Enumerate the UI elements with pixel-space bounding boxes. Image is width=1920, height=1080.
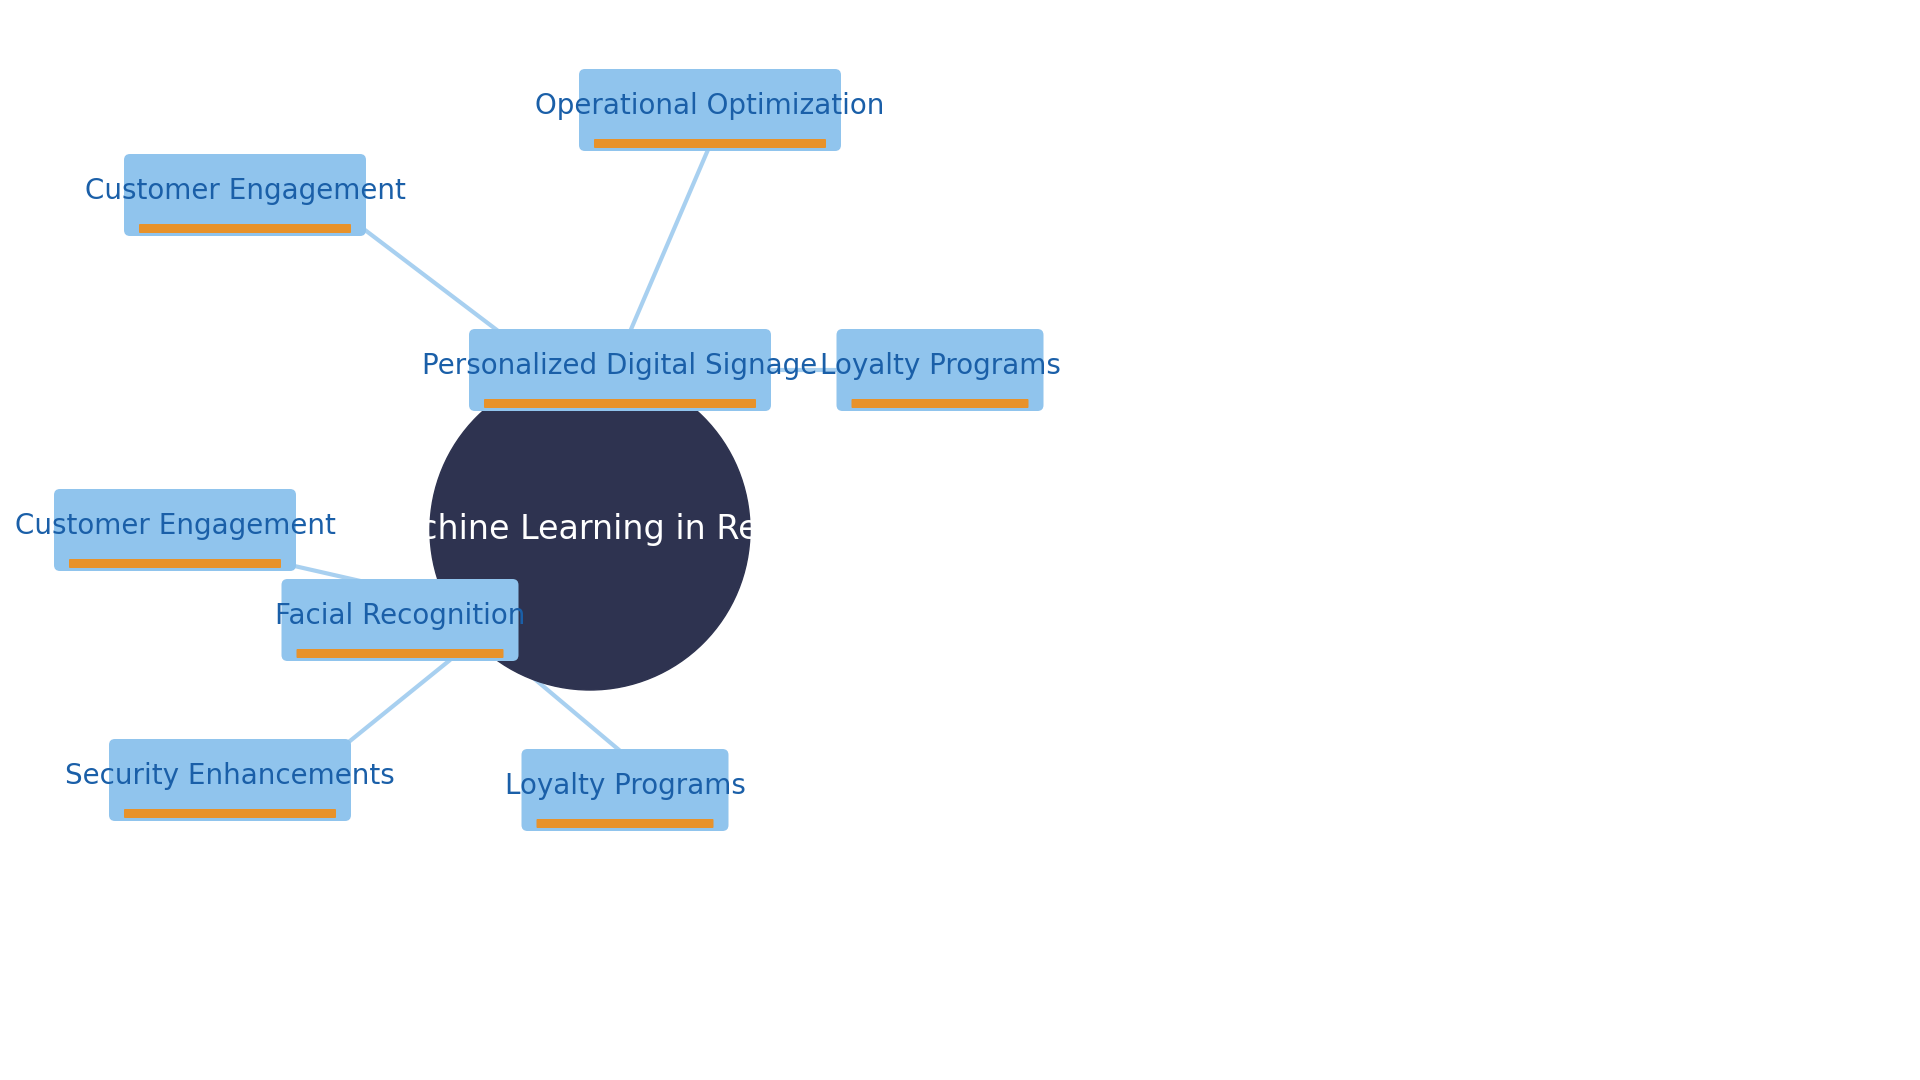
- FancyBboxPatch shape: [580, 69, 841, 151]
- Text: Customer Engagement: Customer Engagement: [84, 177, 405, 205]
- Text: Customer Engagement: Customer Engagement: [15, 512, 336, 540]
- FancyBboxPatch shape: [484, 399, 756, 408]
- FancyBboxPatch shape: [468, 329, 772, 411]
- FancyBboxPatch shape: [536, 819, 714, 828]
- FancyBboxPatch shape: [109, 739, 351, 821]
- Text: Facial Recognition: Facial Recognition: [275, 602, 526, 630]
- Text: Personalized Digital Signage: Personalized Digital Signage: [422, 352, 818, 380]
- FancyBboxPatch shape: [69, 559, 280, 568]
- Circle shape: [430, 370, 751, 690]
- FancyBboxPatch shape: [851, 399, 1029, 408]
- FancyBboxPatch shape: [125, 809, 336, 818]
- Text: Machine Learning in Retail: Machine Learning in Retail: [371, 513, 810, 546]
- FancyBboxPatch shape: [593, 139, 826, 148]
- FancyBboxPatch shape: [837, 329, 1043, 411]
- FancyBboxPatch shape: [282, 579, 518, 661]
- FancyBboxPatch shape: [125, 154, 367, 237]
- FancyBboxPatch shape: [138, 224, 351, 233]
- FancyBboxPatch shape: [522, 750, 728, 831]
- Text: Security Enhancements: Security Enhancements: [65, 762, 396, 789]
- Text: Loyalty Programs: Loyalty Programs: [505, 772, 745, 800]
- FancyBboxPatch shape: [54, 489, 296, 571]
- Text: Loyalty Programs: Loyalty Programs: [820, 352, 1060, 380]
- FancyBboxPatch shape: [296, 649, 503, 658]
- Text: Operational Optimization: Operational Optimization: [536, 92, 885, 120]
